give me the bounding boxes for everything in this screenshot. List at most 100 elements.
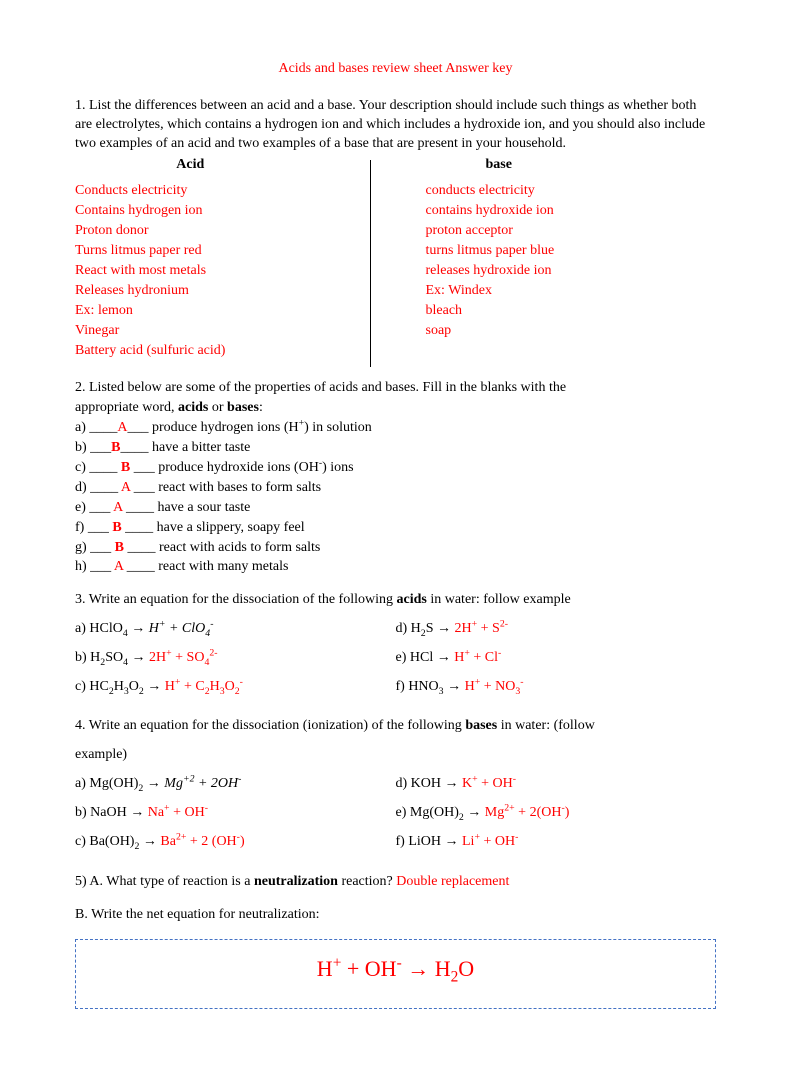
base-prop: bleach <box>426 302 717 321</box>
q2-post: ____ have a bitter taste <box>121 440 251 455</box>
q3-eq-f: f) HNO3 → H+ + NO3- <box>396 678 717 697</box>
base-prop: conducts electricity <box>426 182 717 201</box>
q4-right-col: d) KOH → K+ + OH- e) Mg(OH)2 → Mg2+ + 2(… <box>396 775 717 862</box>
q3-section: 3. Write an equation for the dissociatio… <box>75 591 716 707</box>
q2-post: ___ produce hydrogen ions (H <box>128 420 299 435</box>
q3-equations: a) HClO4 → H+ + ClO4- b) H2SO4 → 2H+ + S… <box>75 620 716 707</box>
neutralization-equation-box: H+ + OH- → H2O <box>75 939 716 1009</box>
q2-intro2: appropriate word, acids or bases: <box>75 399 716 418</box>
q2-intro-text: appropriate word, <box>75 400 178 415</box>
base-prop: proton acceptor <box>426 222 717 241</box>
q2-pre: g) ___ <box>75 540 115 555</box>
q3-post: in water: follow example <box>427 592 571 607</box>
q4-left-col: a) Mg(OH)2 → Mg+2 + 2OH- b) NaOH → Na+ +… <box>75 775 396 862</box>
q5b: B. Write the net equation for neutraliza… <box>75 906 716 925</box>
q5a-post: reaction? <box>338 874 396 889</box>
q2-item: g) ___ B ____ react with acids to form s… <box>75 539 716 558</box>
q5a-pre: 5) A. What type of reaction is a <box>75 874 254 889</box>
q5a-bold: neutralization <box>254 874 338 889</box>
base-column: conducts electricity contains hydroxide … <box>366 182 717 361</box>
q2-item: d) ____ A ___ react with bases to form s… <box>75 479 716 498</box>
q2-item: f) ___ B ____ have a slippery, soapy fee… <box>75 519 716 538</box>
q2-answer: B <box>112 520 121 535</box>
q5-section: 5) A. What type of reaction is a neutral… <box>75 873 716 1008</box>
q4-eq-c: c) Ba(OH)2 → Ba2+ + 2 (OH-) <box>75 833 396 852</box>
q2-pre: d) ____ <box>75 480 121 495</box>
q2-intro-text: : <box>259 400 263 415</box>
base-prop: releases hydroxide ion <box>426 262 717 281</box>
q4-eq-b: b) NaOH → Na+ + OH- <box>75 804 396 823</box>
q1-headers: Acid base <box>75 156 716 175</box>
q2-item: b) ___B____ have a bitter taste <box>75 439 716 458</box>
acid-header: Acid <box>75 156 426 175</box>
q2-post: ____ have a sour taste <box>122 500 250 515</box>
q4-section: 4. Write an equation for the dissociatio… <box>75 717 716 861</box>
acid-prop: Turns litmus paper red <box>75 242 366 261</box>
acid-prop: Vinegar <box>75 322 366 341</box>
q4-eq-f: f) LiOH → Li+ + OH- <box>396 833 717 852</box>
q2-tail: ) ions <box>322 460 354 475</box>
q4-prompt-line2: example) <box>75 746 716 765</box>
q2-item: a) ____A___ produce hydrogen ions (H+) i… <box>75 419 716 438</box>
q4-bold: bases <box>465 718 497 733</box>
q4-eq-e: e) Mg(OH)2 → Mg2+ + 2(OH-) <box>396 804 717 823</box>
q4-post: in water: (follow <box>497 718 595 733</box>
acid-prop: Conducts electricity <box>75 182 366 201</box>
q2-answer: A <box>121 480 130 495</box>
q4-pre: 4. Write an equation for the dissociatio… <box>75 718 465 733</box>
q2-bold: bases <box>227 400 259 415</box>
base-prop: Ex: Windex <box>426 282 717 301</box>
acid-prop: React with most metals <box>75 262 366 281</box>
q2-bold: acids <box>178 400 208 415</box>
q3-eq-b: b) H2SO4 → 2H+ + SO42- <box>75 649 396 668</box>
q2-item: c) ____ B ___ produce hydroxide ions (OH… <box>75 459 716 478</box>
acid-column: Conducts electricity Contains hydrogen i… <box>75 182 366 361</box>
base-prop: turns litmus paper blue <box>426 242 717 261</box>
q2-intro: 2. Listed below are some of the properti… <box>75 379 716 398</box>
q5a-answer: Double replacement <box>396 874 509 889</box>
q3-eq-c: c) HC2H3O2 → H+ + C2H3O2- <box>75 678 396 697</box>
q4-equations: a) Mg(OH)2 → Mg+2 + 2OH- b) NaOH → Na+ +… <box>75 775 716 862</box>
q2-answer: B <box>115 540 124 555</box>
q2-post: ___ produce hydroxide ions (OH <box>130 460 319 475</box>
q3-eq-e: e) HCl → H+ + Cl- <box>396 649 717 668</box>
q2-tail: ) in solution <box>304 420 372 435</box>
base-prop: soap <box>426 322 717 341</box>
q3-prompt: 3. Write an equation for the dissociatio… <box>75 591 716 610</box>
q2-pre: a) ____ <box>75 420 117 435</box>
acid-prop: Ex: lemon <box>75 302 366 321</box>
q2-intro-text: or <box>208 400 227 415</box>
q2-item: h) ___ A ____ react with many metals <box>75 558 716 577</box>
q1-properties: Conducts electricity Contains hydrogen i… <box>75 182 716 361</box>
base-header: base <box>426 156 717 175</box>
page-title: Acids and bases review sheet Answer key <box>75 60 716 79</box>
q3-bold: acids <box>397 592 427 607</box>
q2-answer: A <box>114 559 123 574</box>
acid-prop: Releases hydronium <box>75 282 366 301</box>
q2-post: ____ have a slippery, soapy feel <box>122 520 305 535</box>
q4-eq-d: d) KOH → K+ + OH- <box>396 775 717 794</box>
q5a: 5) A. What type of reaction is a neutral… <box>75 873 716 892</box>
q2-post: ___ react with bases to form salts <box>130 480 321 495</box>
q3-pre: 3. Write an equation for the dissociatio… <box>75 592 397 607</box>
q2-item: e) ___ A ____ have a sour taste <box>75 499 716 518</box>
q2-pre: c) ____ <box>75 460 121 475</box>
q4-prompt: 4. Write an equation for the dissociatio… <box>75 717 716 736</box>
acid-prop: Proton donor <box>75 222 366 241</box>
q2-pre: b) ___ <box>75 440 111 455</box>
q3-left-col: a) HClO4 → H+ + ClO4- b) H2SO4 → 2H+ + S… <box>75 620 396 707</box>
q3-right-col: d) H2S → 2H+ + S2- e) HCl → H+ + Cl- f) … <box>396 620 717 707</box>
q2-answer: A <box>117 420 127 435</box>
q2-pre: e) ___ <box>75 500 113 515</box>
q2-answer: B <box>111 440 120 455</box>
column-divider <box>370 160 371 367</box>
acid-prop: Battery acid (sulfuric acid) <box>75 342 366 361</box>
q2-answer: B <box>121 460 130 475</box>
q3-eq-d: d) H2S → 2H+ + S2- <box>396 620 717 639</box>
q2-pre: f) ___ <box>75 520 112 535</box>
q2-post: ____ react with acids to form salts <box>124 540 320 555</box>
q2-section: 2. Listed below are some of the properti… <box>75 379 716 577</box>
q2-pre: h) ___ <box>75 559 114 574</box>
q2-post: ____ react with many metals <box>123 559 288 574</box>
q3-eq-a: a) HClO4 → H+ + ClO4- <box>75 620 396 639</box>
